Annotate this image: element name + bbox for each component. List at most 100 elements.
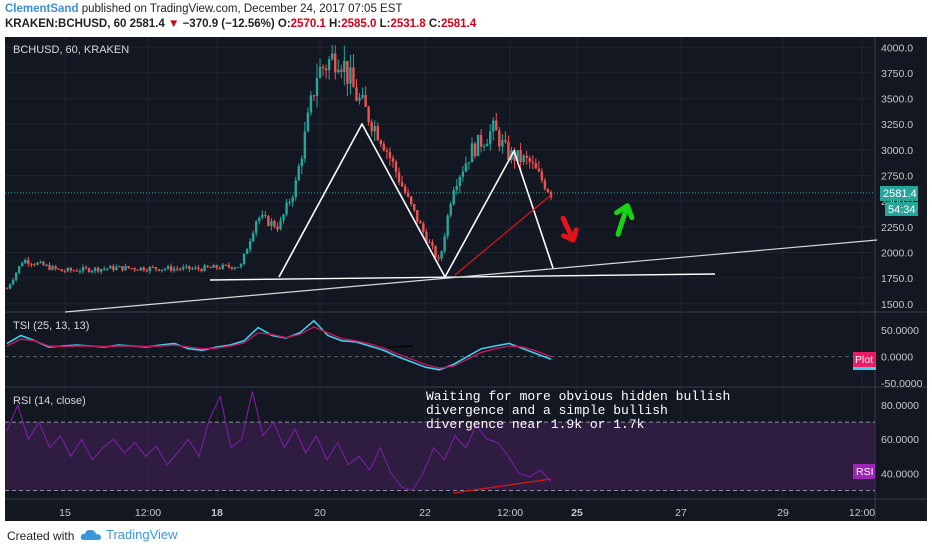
- candle-body: [367, 106, 370, 123]
- candle-body: [373, 125, 376, 132]
- rsi-divergence-line: [452, 478, 552, 494]
- price-tag-bg: [880, 186, 918, 201]
- time-tick-label: 12:00: [135, 507, 161, 519]
- time-axis: 15 12:00 18 20 22 12:00 25 27 29 12:00: [59, 507, 875, 519]
- candle-body: [516, 150, 519, 161]
- tsi-tag-underline: [853, 367, 876, 370]
- candle-body: [103, 268, 106, 270]
- time-tick-label: 29: [777, 507, 789, 519]
- candle-body: [258, 217, 261, 222]
- open-label: O:: [277, 18, 291, 30]
- price-tick-label: 4000.0: [881, 42, 913, 54]
- candle-body: [227, 264, 231, 268]
- low-value: 2531.8: [390, 18, 426, 30]
- candle-body: [264, 215, 267, 217]
- candle-body: [45, 264, 48, 266]
- candle-body: [151, 266, 155, 268]
- candle-body: [309, 95, 313, 113]
- candle-body: [504, 139, 507, 142]
- candle-body: [93, 267, 97, 271]
- tsi-lines: [6, 319, 552, 371]
- candle-body: [42, 261, 45, 266]
- candle-body: [276, 226, 279, 230]
- candle-body: [248, 241, 252, 250]
- candle-body: [498, 130, 501, 147]
- candle-body: [343, 60, 346, 72]
- candle-body: [8, 284, 12, 289]
- close-value: 2581.4: [440, 18, 477, 30]
- candle-body: [431, 242, 434, 247]
- candle-body: [106, 268, 109, 270]
- candle-body: [306, 112, 310, 132]
- price-tick-label: 1500.0: [881, 299, 913, 311]
- candle-body: [169, 266, 173, 271]
- time-tick-label: 12:00: [497, 507, 523, 519]
- candle-body: [379, 140, 383, 145]
- candle-body: [251, 233, 255, 242]
- candle-body: [291, 197, 294, 203]
- candle-body: [215, 265, 218, 269]
- price-tag: 2581.4: [883, 188, 917, 200]
- candle-body: [321, 66, 325, 69]
- time-tick-label: 27: [675, 507, 687, 519]
- candle-body: [406, 192, 410, 197]
- author-link[interactable]: ClementSand: [5, 3, 79, 15]
- candle-body: [20, 263, 24, 267]
- candle-body: [458, 176, 462, 186]
- close-label: C:: [428, 18, 441, 30]
- candle-body: [318, 66, 322, 78]
- candle-body: [388, 151, 392, 158]
- price-tick-label: 2750.0: [881, 171, 913, 183]
- tsi-signal-line: [6, 326, 552, 369]
- candle-body: [358, 97, 361, 101]
- time-tick-label: 12:00: [849, 507, 875, 519]
- candle-body: [470, 143, 474, 163]
- candle-body: [121, 266, 124, 271]
- hidden-divergence-line: [454, 194, 552, 276]
- candle-body: [537, 168, 541, 172]
- time-tick-label: 22: [419, 507, 431, 519]
- last-price: 2581.4: [129, 18, 165, 30]
- candle-body: [443, 236, 446, 252]
- candle-body: [355, 87, 358, 101]
- candle-body: [419, 221, 422, 224]
- candle-body: [175, 268, 179, 270]
- candle-body: [84, 267, 88, 269]
- candle-body: [221, 264, 224, 269]
- candle-body: [315, 77, 319, 97]
- rsi-tick-label: 60.0000: [881, 434, 919, 446]
- candle-body: [534, 163, 538, 169]
- candle-body: [109, 265, 112, 269]
- tradingview-logo[interactable]: TradingView: [80, 527, 178, 542]
- candle-body: [66, 268, 69, 272]
- candle-body: [118, 266, 121, 268]
- candle-body: [449, 204, 452, 216]
- candle-body: [242, 253, 246, 265]
- rsi-tag-bg: [853, 464, 875, 479]
- candle-body: [200, 269, 203, 272]
- low-label: L:: [379, 18, 391, 30]
- candle-body: [428, 242, 431, 244]
- chart-area[interactable]: 1500.01750.02000.02250.02500.02750.03000…: [5, 37, 927, 521]
- candle-body: [255, 221, 258, 234]
- candle-body: [267, 215, 270, 226]
- candle-body: [185, 265, 188, 268]
- candle-body: [288, 202, 291, 204]
- tradingview-brand[interactable]: TradingView: [106, 527, 178, 542]
- time-tick-label: 25: [571, 507, 583, 519]
- candle-body: [96, 267, 100, 272]
- high-label: H:: [329, 18, 342, 30]
- candle-body: [115, 266, 118, 270]
- chart-canvas[interactable]: 1500.01750.02000.02250.02500.02750.03000…: [5, 37, 927, 521]
- price-tick-label: 3250.0: [881, 119, 913, 131]
- price-tick-label: 1750.0: [881, 273, 913, 285]
- candle-body: [528, 157, 531, 162]
- rsi-pane-title: RSI (14, close): [13, 395, 86, 407]
- tsi-tag: Plot: [855, 354, 873, 366]
- candle-body: [90, 270, 94, 273]
- candle-body: [48, 264, 51, 270]
- candle-body: [327, 59, 331, 71]
- candle-body: [133, 268, 136, 270]
- candle-body: [346, 60, 349, 84]
- candle-body: [60, 269, 63, 272]
